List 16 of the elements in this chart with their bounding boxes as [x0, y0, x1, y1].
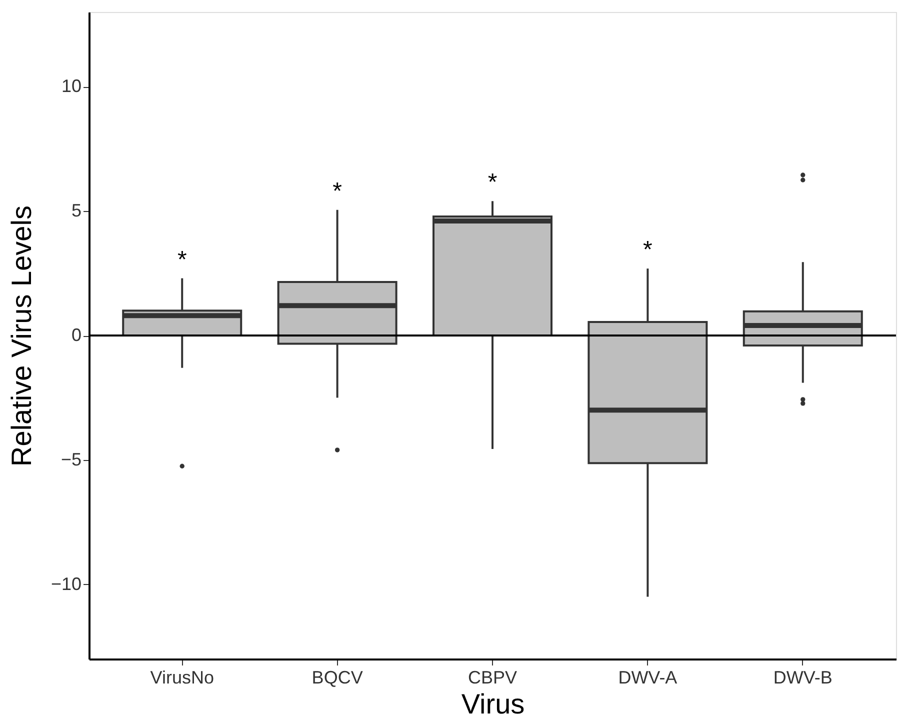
x-tick-label: CBPV	[468, 668, 518, 688]
x-axis-title: Virus	[461, 688, 525, 720]
y-tick-label: 5	[71, 200, 82, 221]
x-tick-label: DWV-A	[618, 668, 678, 688]
x-tick-label: BQCV	[312, 668, 363, 688]
y-tick-label: −5	[60, 449, 82, 470]
annotation: *	[177, 246, 187, 274]
y-tick-label: 10	[61, 76, 82, 96]
annotation: *	[332, 178, 342, 205]
annotation: *	[488, 169, 498, 196]
y-tick-label: −10	[50, 574, 82, 594]
annotation: *	[643, 236, 652, 264]
y-tick-label: 0	[71, 325, 82, 345]
x-tick-label: VirusNo	[150, 668, 214, 688]
x-tick-label: DWV-B	[773, 668, 832, 688]
y-axis-title: Relative Virus Levels	[6, 206, 37, 466]
